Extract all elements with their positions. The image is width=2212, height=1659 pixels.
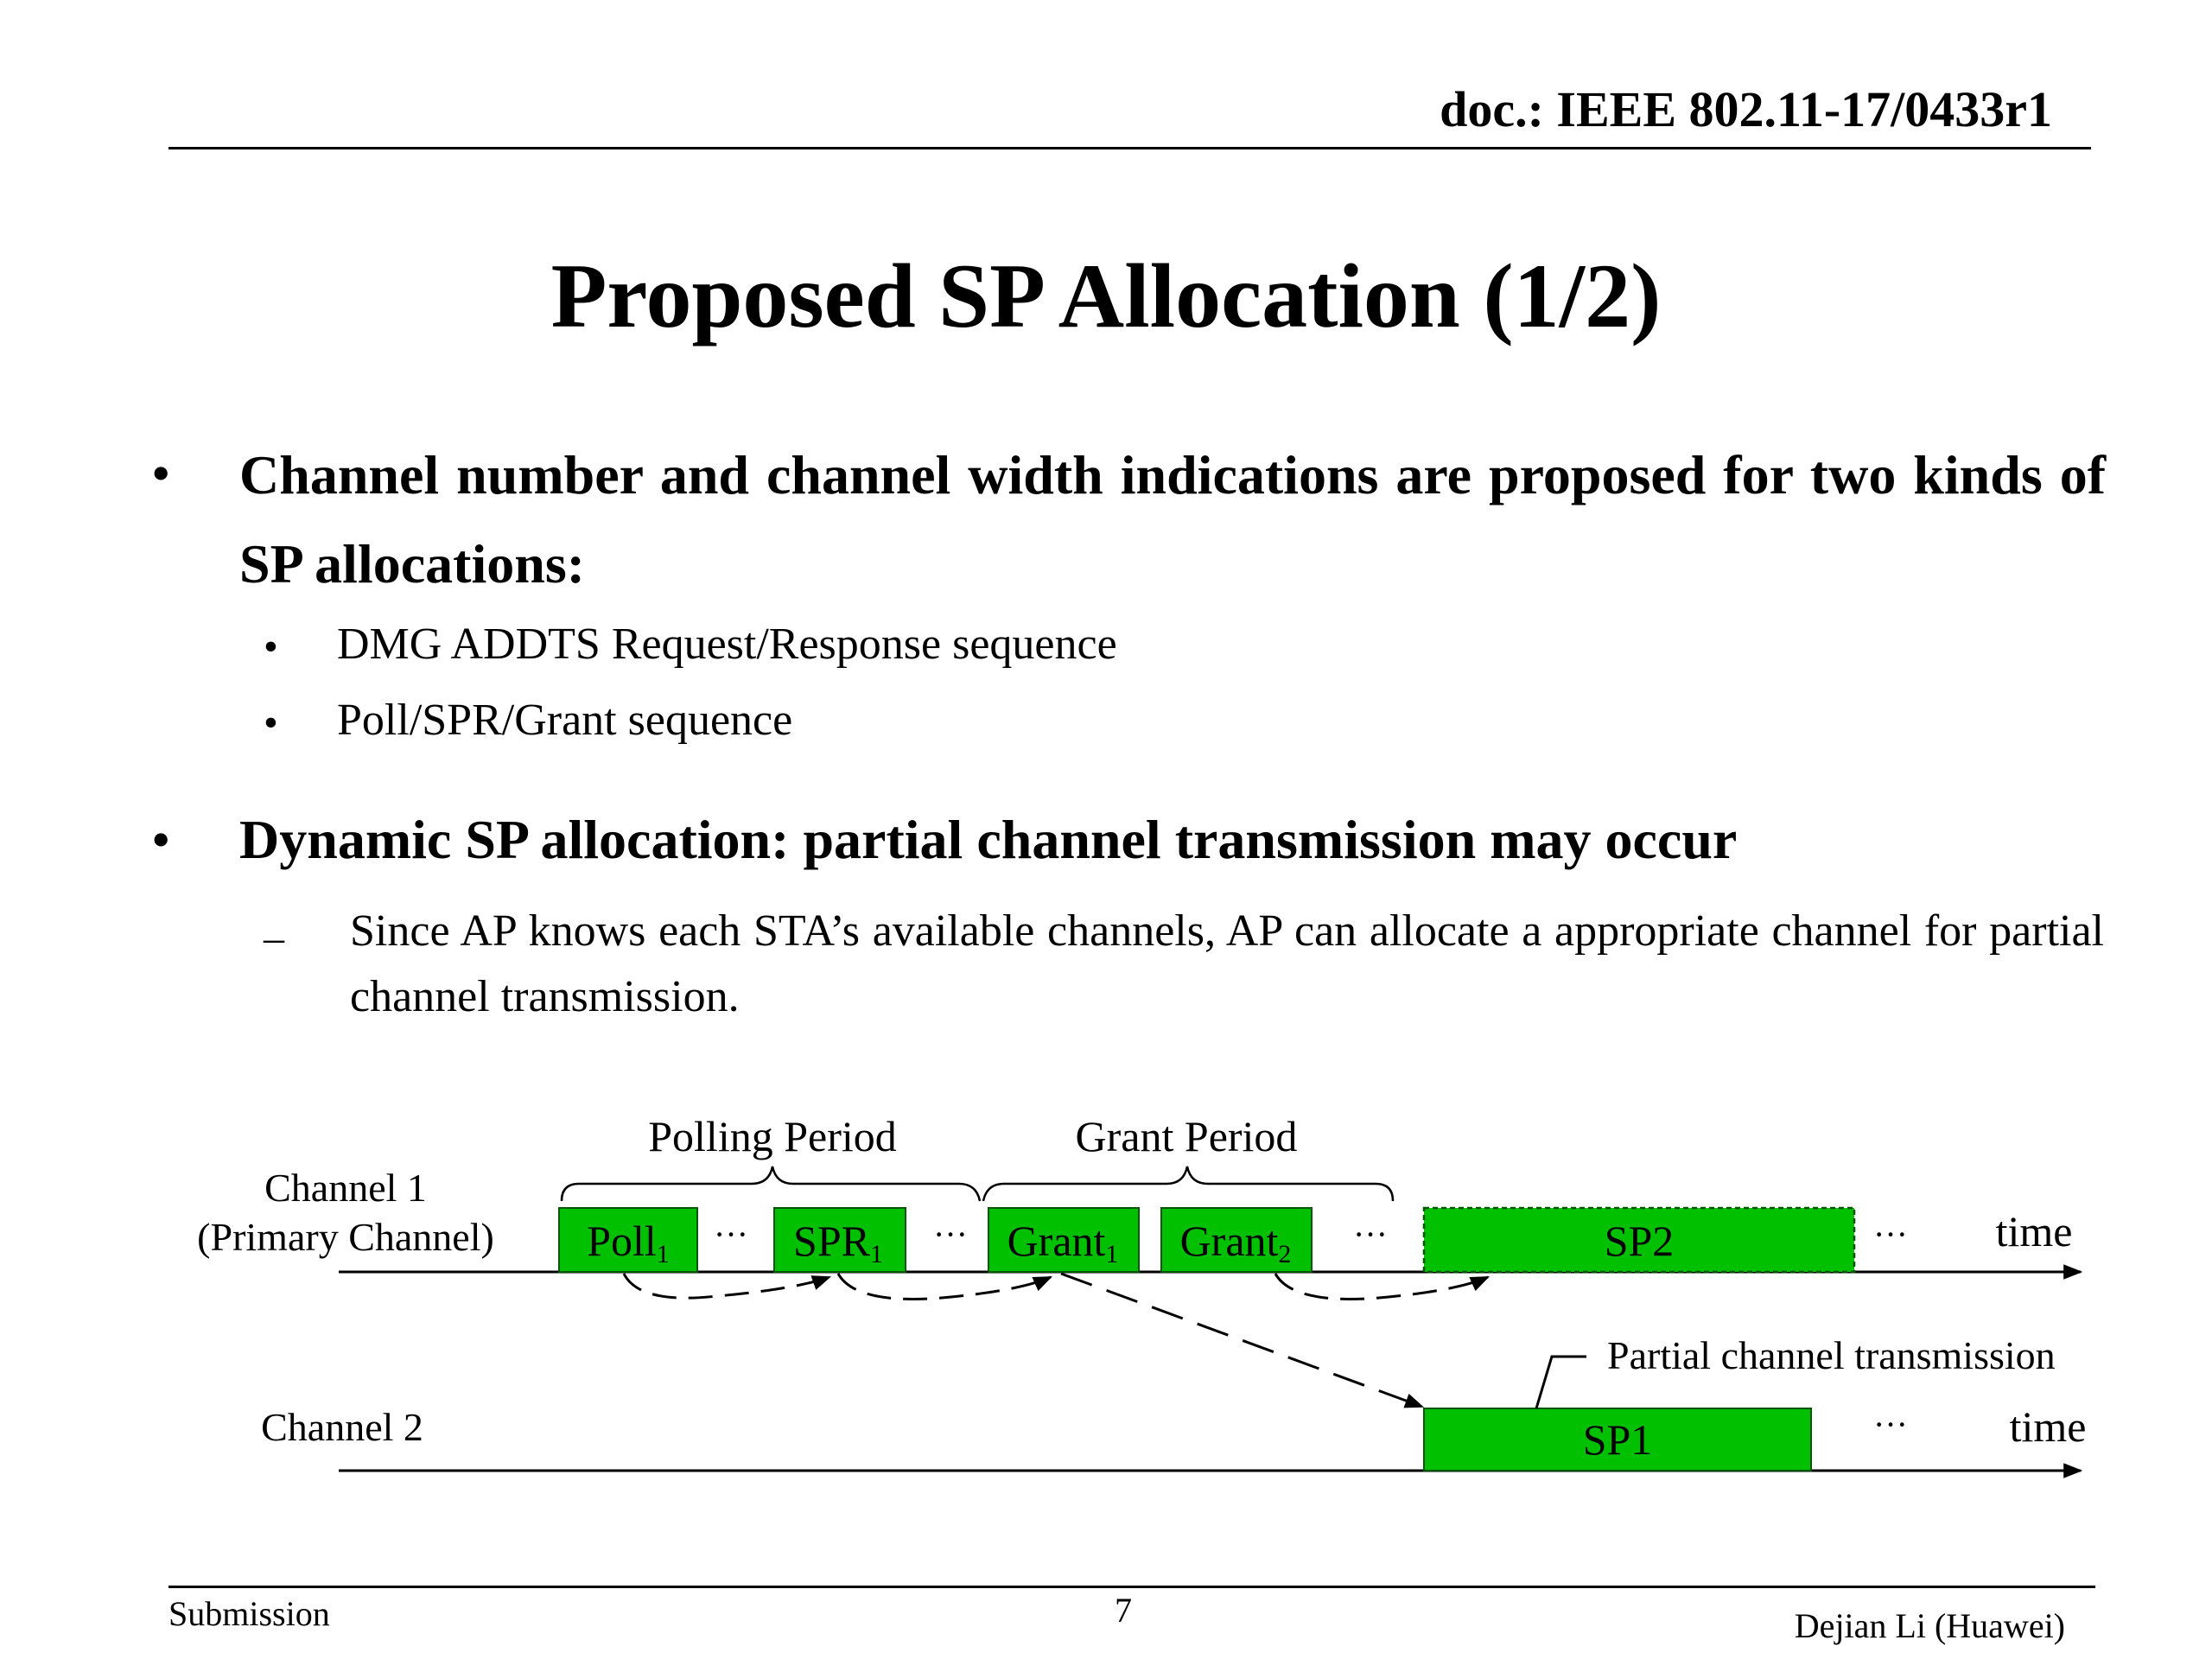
bullet-2-text: Dynamic SP allocation: partial channel t…: [239, 809, 1738, 870]
sub-bullet-1-1-text: DMG ADDTS Request/Response sequence: [337, 620, 1117, 669]
poll-frame: Poll1: [558, 1207, 698, 1273]
document-id: doc.: IEEE 802.11-17/0433r1: [1440, 81, 2052, 137]
time-label: time: [2010, 1402, 2087, 1451]
sp1-block: SP1: [1423, 1408, 1812, 1471]
svg-text:Grant2: Grant2: [1180, 1217, 1292, 1268]
channel2-label: Channel 2: [261, 1405, 423, 1449]
ellipsis: ···: [933, 1215, 968, 1254]
polling-period-label: Polling Period: [648, 1112, 897, 1160]
bullet-1-text: Channel number and channel width indicat…: [239, 444, 2106, 594]
svg-text:SPR1: SPR1: [793, 1217, 883, 1268]
ellipsis: ···: [1873, 1215, 1908, 1254]
ellipsis: ···: [1353, 1215, 1388, 1254]
channel1-sublabel: (Primary Channel): [197, 1215, 494, 1259]
bullet-marker: •: [151, 809, 171, 870]
footer-rule: [168, 1586, 2095, 1588]
header-rule: [168, 147, 2091, 149]
grant1-to-sp1-arrow: [1060, 1272, 1425, 1408]
partial-callout-line: [1535, 1355, 1586, 1409]
sp2-block: SP2: [1422, 1206, 1856, 1274]
poll-to-spr-arrow: [622, 1273, 832, 1300]
ellipsis: ···: [1873, 1405, 1908, 1444]
sub-bullet-dash-marker: –: [264, 915, 284, 961]
sub-bullet-marker: •: [264, 700, 278, 746]
slide-title: Proposed SP Allocation (1/2): [550, 245, 1662, 346]
svg-text:Poll1: Poll1: [587, 1217, 670, 1268]
sp-allocation-diagram: Channel 1 (Primary Channel) Channel 2 Po…: [197, 1112, 2087, 1478]
ellipsis: ···: [714, 1215, 748, 1254]
polling-period-brace: [560, 1166, 982, 1202]
spr-to-grant-arrow: [836, 1273, 1053, 1300]
page-number: 7: [1115, 1591, 1132, 1630]
svg-text:SP2: SP2: [1605, 1217, 1675, 1265]
sub-bullet-marker: •: [264, 624, 278, 670]
grant-period-label: Grant Period: [1076, 1112, 1298, 1160]
grant2-to-sp2-arrow: [1274, 1273, 1491, 1300]
grant-period-brace: [982, 1166, 1395, 1202]
sub-bullet-2-1-text: Since AP knows each STA’s available chan…: [350, 906, 2104, 1021]
svg-text:SP1: SP1: [1583, 1415, 1653, 1464]
sub-bullet-1-2-text: Poll/SPR/Grant sequence: [337, 696, 793, 745]
grant2-frame: Grant2: [1160, 1207, 1313, 1273]
bullet-marker: •: [151, 442, 171, 504]
svg-text:Grant1: Grant1: [1007, 1217, 1119, 1268]
grant1-frame: Grant1: [988, 1207, 1140, 1273]
partial-channel-label: Partial channel transmission: [1607, 1333, 2056, 1377]
footer-submission: Submission: [168, 1594, 330, 1633]
spr-frame: SPR1: [773, 1207, 906, 1273]
channel1-label: Channel 1: [264, 1166, 427, 1210]
time-label: time: [1996, 1207, 2073, 1255]
footer-author: Dejian Li (Huawei): [1794, 1606, 2065, 1645]
